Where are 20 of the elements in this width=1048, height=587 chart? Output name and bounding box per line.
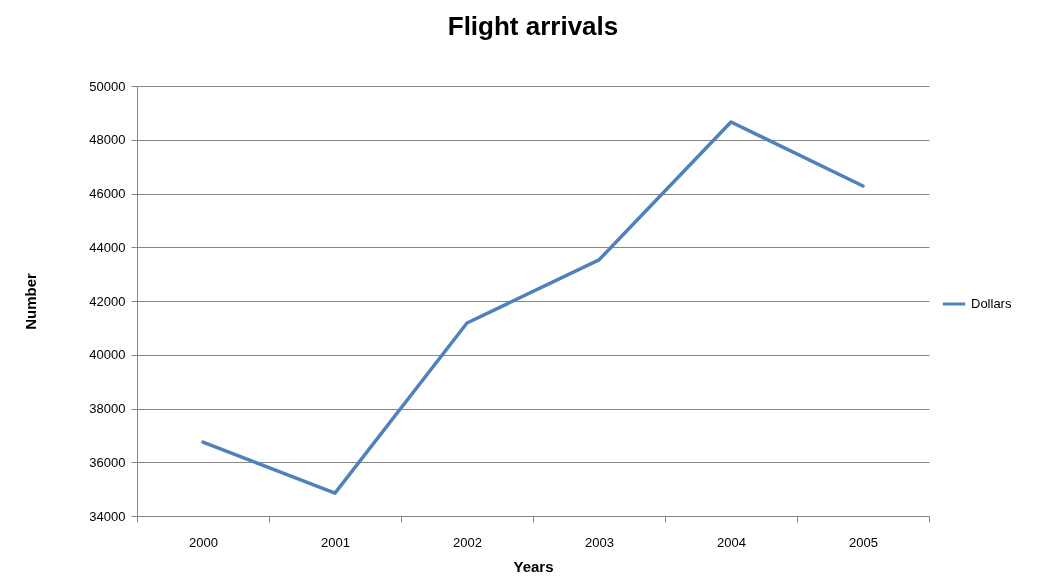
line-series bbox=[201, 120, 865, 495]
x-tick-label: 2001 bbox=[321, 534, 350, 550]
y-tick-label: 42000 bbox=[89, 293, 126, 309]
x-tick-label: 2004 bbox=[717, 534, 746, 550]
chart-title: Flight arrivals bbox=[447, 11, 619, 41]
x-tick-label: 2002 bbox=[453, 534, 482, 550]
y-axis-title: Number bbox=[22, 273, 40, 330]
y-tick-label: 38000 bbox=[89, 401, 126, 416]
x-tick-label: 2000 bbox=[189, 534, 218, 550]
y-tick-label: 34000 bbox=[89, 508, 126, 524]
y-tick-label: 48000 bbox=[89, 132, 126, 148]
x-tick-label: 2005 bbox=[849, 534, 878, 550]
legend-label: Dollars bbox=[971, 296, 1012, 311]
x-axis-title: Years bbox=[513, 557, 554, 575]
y-tick-label: 40000 bbox=[89, 347, 126, 363]
y-tick-label: 46000 bbox=[89, 186, 126, 201]
y-tick-label: 50000 bbox=[89, 78, 126, 94]
x-tick-label: 2003 bbox=[585, 534, 614, 550]
y-tick-label: 36000 bbox=[89, 454, 126, 470]
y-tick-label: 44000 bbox=[89, 239, 126, 255]
